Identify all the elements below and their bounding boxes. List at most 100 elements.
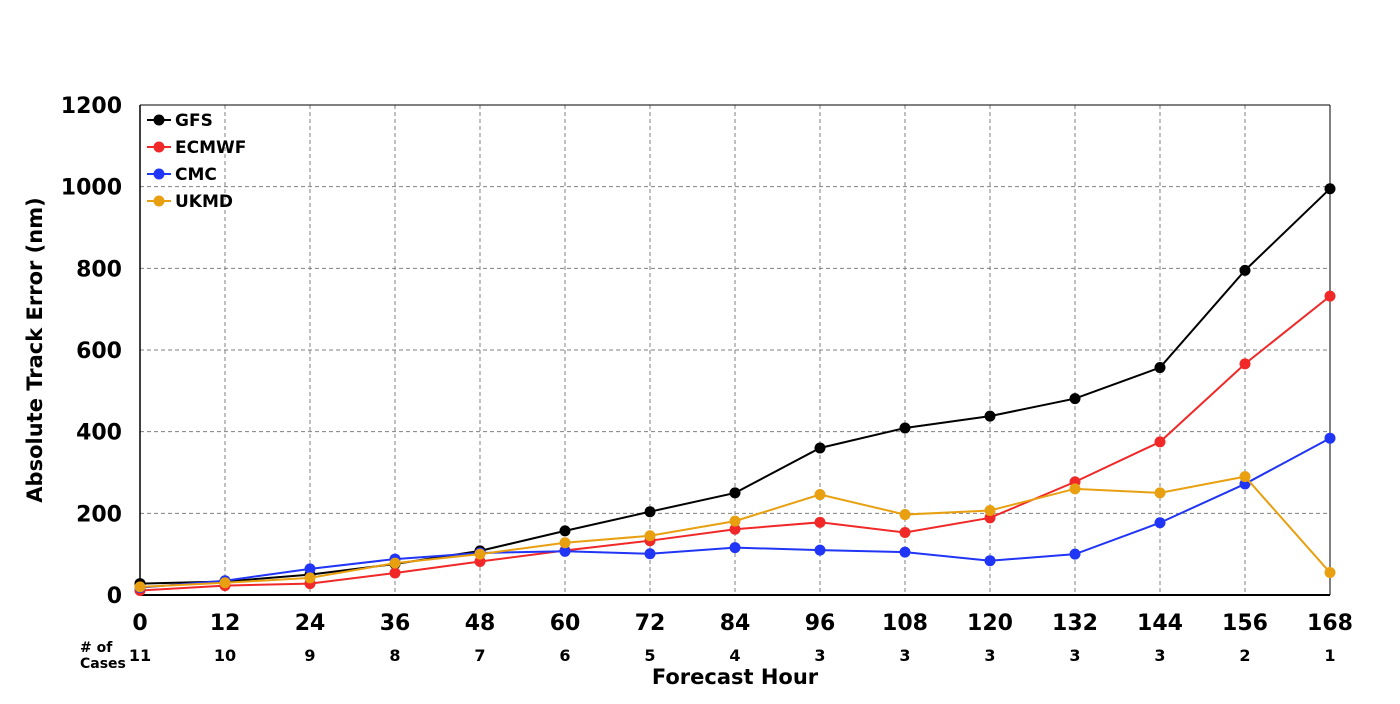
data-point-ukmd	[1154, 487, 1166, 499]
data-point-ecmwf	[1154, 436, 1166, 448]
legend-entry-ukmd: UKMD	[147, 192, 233, 212]
data-point-ukmd	[219, 577, 231, 589]
cases-value: 10	[214, 646, 236, 665]
legend-label: GFS	[175, 111, 213, 131]
x-tick-label: 24	[295, 611, 326, 636]
x-tick-label: 48	[465, 611, 496, 636]
cases-value: 9	[304, 646, 315, 665]
x-tick-label: 132	[1052, 611, 1098, 636]
cases-value: 3	[1154, 646, 1165, 665]
x-tick-label: 84	[720, 611, 751, 636]
grid-layer	[140, 105, 1330, 595]
x-tick-label: 156	[1222, 611, 1268, 636]
x-tick-label: 12	[210, 611, 241, 636]
data-point-cmc	[1324, 432, 1336, 444]
cases-value: 3	[899, 646, 910, 665]
data-point-gfs	[644, 506, 656, 518]
data-point-ukmd	[984, 504, 996, 516]
data-point-ukmd	[899, 509, 911, 521]
legend-label: CMC	[175, 165, 217, 185]
legend-swatch-marker	[153, 114, 165, 126]
data-point-cmc	[984, 555, 996, 567]
y-tick-label: 1000	[61, 176, 122, 201]
data-point-ecmwf	[389, 567, 401, 579]
y-tick-label: 0	[107, 584, 122, 609]
cases-label-line1: # of	[80, 640, 113, 656]
x-tick-label: 144	[1137, 611, 1183, 636]
data-point-cmc	[559, 545, 571, 557]
legend-swatch-marker	[153, 168, 165, 180]
x-tick-label: 0	[132, 611, 147, 636]
legend-swatch-marker	[153, 141, 165, 153]
x-tick-label: 108	[882, 611, 928, 636]
cases-label-line2: Cases	[80, 656, 126, 672]
legend-swatch-marker	[153, 195, 165, 207]
cases-value: 2	[1239, 646, 1250, 665]
data-point-cmc	[899, 546, 911, 558]
data-point-cmc	[1069, 548, 1081, 560]
legend-entry-cmc: CMC	[147, 165, 217, 185]
y-tick-label: 200	[76, 502, 122, 527]
x-axis-title: Forecast Hour	[652, 665, 819, 689]
cases-value: 7	[474, 646, 485, 665]
legend: GFS ECMWF CMC UKMD	[147, 111, 246, 212]
data-point-ecmwf	[814, 516, 826, 528]
data-point-gfs	[1154, 362, 1166, 374]
x-tick-label: 72	[635, 611, 666, 636]
series-ukmd	[134, 471, 1336, 593]
data-point-ukmd	[1069, 483, 1081, 495]
cases-value: 1	[1324, 646, 1335, 665]
x-tick-label: 168	[1307, 611, 1353, 636]
data-point-cmc	[729, 542, 741, 554]
x-tick-label: 36	[380, 611, 411, 636]
series-layer	[134, 183, 1336, 597]
data-point-ecmwf	[899, 527, 911, 539]
cases-value: 5	[644, 646, 655, 665]
data-point-cmc	[644, 548, 656, 560]
cases-value: 4	[729, 646, 740, 665]
cases-value: 11	[129, 646, 151, 665]
data-point-gfs	[899, 422, 911, 434]
legend-entry-ecmwf: ECMWF	[147, 138, 246, 158]
y-tick-label: 600	[76, 339, 122, 364]
data-point-ukmd	[814, 489, 826, 501]
legend-entry-gfs: GFS	[147, 111, 213, 131]
data-point-gfs	[1069, 393, 1081, 405]
legend-label: UKMD	[175, 192, 233, 212]
cases-value: 8	[389, 646, 400, 665]
cases-value: 6	[559, 646, 570, 665]
data-point-ukmd	[729, 515, 741, 527]
data-point-ukmd	[644, 530, 656, 542]
data-point-ukmd	[304, 572, 316, 584]
data-point-ecmwf	[1324, 290, 1336, 302]
y-tick-label: 800	[76, 257, 122, 282]
cases-value: 3	[1069, 646, 1080, 665]
x-tick-label: 60	[550, 611, 581, 636]
data-point-gfs	[1324, 183, 1336, 195]
data-point-ecmwf	[1239, 358, 1251, 370]
cases-value: 3	[984, 646, 995, 665]
data-point-ukmd	[1239, 471, 1251, 483]
labels-layer: Absolute Track Error (nm) Forecast Hour …	[23, 94, 1353, 689]
data-point-gfs	[559, 525, 571, 537]
data-point-ukmd	[1324, 567, 1336, 579]
data-point-gfs	[729, 487, 741, 499]
data-point-cmc	[814, 544, 826, 556]
data-point-ukmd	[389, 557, 401, 569]
data-point-ukmd	[134, 581, 146, 593]
data-point-gfs	[814, 442, 826, 454]
data-point-gfs	[984, 410, 996, 422]
cases-value: 3	[814, 646, 825, 665]
legend-label: ECMWF	[175, 138, 246, 158]
y-tick-label: 400	[76, 421, 122, 446]
y-tick-label: 1200	[61, 94, 122, 119]
data-point-gfs	[1239, 264, 1251, 276]
data-point-ukmd	[559, 537, 571, 549]
data-point-cmc	[304, 563, 316, 575]
data-point-ecmwf	[729, 523, 741, 535]
x-tick-label: 120	[967, 611, 1013, 636]
x-tick-label: 96	[805, 611, 836, 636]
data-point-cmc	[1154, 517, 1166, 529]
